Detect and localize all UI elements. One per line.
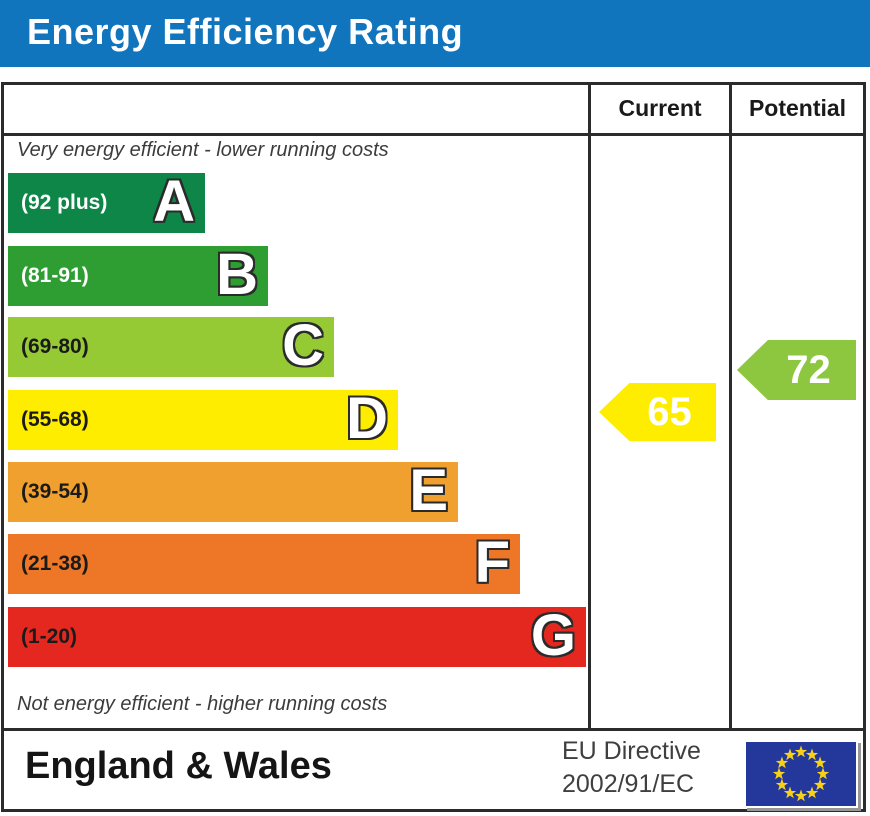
band-b-letter: B: [216, 241, 258, 307]
band-b: (81-91) B: [8, 241, 268, 307]
current-rating-arrow: 65: [599, 383, 716, 441]
energy-rating-banner: Energy Efficiency Rating: [0, 0, 870, 67]
current-rating-value: 65: [647, 390, 692, 434]
page-title: Energy Efficiency Rating: [27, 11, 464, 52]
eu-directive-line1: EU Directive: [562, 737, 701, 765]
band-f-letter: F: [474, 529, 510, 595]
eu-flag-stars: [746, 742, 856, 806]
band-c: (69-80) C: [8, 312, 334, 378]
band-a: (92 plus) A: [8, 168, 205, 234]
band-d-range: (55-68): [21, 408, 89, 431]
band-c-letter: C: [282, 312, 324, 378]
footer-region-label: England & Wales: [25, 745, 332, 787]
caption-efficient: Very energy efficient - lower running co…: [17, 139, 389, 161]
footer-divider: [4, 728, 863, 731]
band-f-range: (21-38): [21, 552, 89, 575]
eu-flag-icon: [744, 740, 858, 808]
column-divider-potential: [729, 85, 732, 731]
band-b-range: (81-91): [21, 264, 89, 287]
column-divider-current: [588, 85, 591, 731]
band-d-letter: D: [346, 385, 388, 451]
band-a-range: (92 plus): [21, 191, 108, 214]
band-e: (39-54) E: [8, 457, 458, 523]
band-g-letter: G: [530, 602, 576, 668]
band-a-letter: A: [153, 168, 195, 234]
band-g-range: (1-20): [21, 625, 78, 648]
potential-rating-arrow: 72: [737, 340, 856, 400]
band-e-range: (39-54): [21, 480, 89, 503]
band-c-range: (69-80): [21, 335, 89, 358]
column-header-current: Current: [618, 95, 702, 121]
band-d: (55-68) D: [8, 385, 398, 451]
band-e-letter: E: [409, 457, 448, 523]
eu-directive-text: EU Directive 2002/91/EC: [562, 735, 701, 801]
eu-directive-line2: 2002/91/EC: [562, 770, 695, 798]
rating-table-frame: Current Potential Very energy efficient …: [1, 82, 866, 812]
potential-rating-value: 72: [786, 348, 831, 392]
band-g: (1-20) G: [8, 602, 586, 668]
header-divider: [4, 133, 863, 136]
column-header-potential: Potential: [748, 95, 847, 121]
caption-inefficient: Not energy efficient - higher running co…: [17, 693, 388, 715]
band-f: (21-38) F: [8, 529, 520, 595]
